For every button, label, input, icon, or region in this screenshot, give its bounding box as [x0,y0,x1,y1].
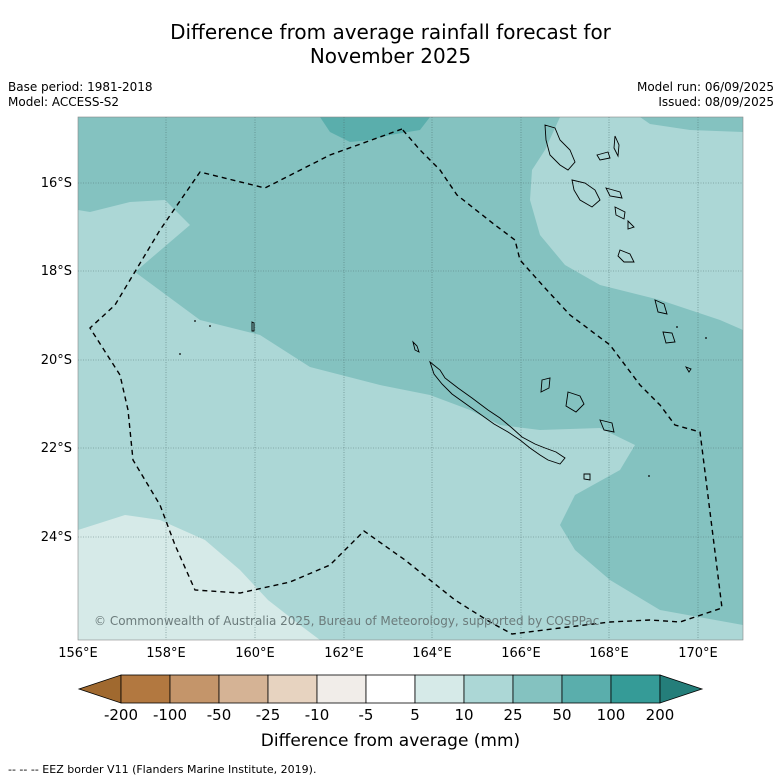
copyright-text: © Commonwealth of Australia 2025, Bureau… [94,614,600,628]
colorbar-label: 5 [410,706,420,724]
island [614,206,626,220]
island [565,391,585,413]
rain-band-50-100 [320,117,430,142]
colorbar-arrow-low [77,674,122,704]
colorbar-segment [267,674,318,704]
island [412,340,420,353]
metadata-right: Model run: 06/09/2025 Issued: 08/09/2025 [637,80,774,110]
vanuatu-espiritu-santo [544,124,576,171]
island [179,353,181,355]
colorbar-label: 50 [552,706,572,724]
island [194,320,196,322]
island [613,135,620,158]
island [605,187,623,199]
lon-label-160e: 160°E [235,646,275,661]
colorbar-segment [169,674,220,704]
new-caledonia-island [429,360,566,465]
island [209,325,211,327]
colorbar-segment [463,674,514,704]
metadata-left: Base period: 1981-2018 Model: ACCESS-S2 [8,80,153,110]
island [599,419,615,433]
colorbar-label: -50 [206,706,232,724]
colorbar-segment [316,674,367,704]
base-period: Base period: 1981-2018 [8,80,153,94]
colorbar-label: 100 [596,706,626,724]
colorbar-segment [365,674,416,704]
rain-band-10-25-northeast [530,117,743,330]
island [617,249,635,263]
lat-label-16s: 16°S [40,176,72,191]
colorbar-segment [414,674,465,704]
island [654,299,668,315]
island [540,377,551,393]
graticule [78,117,743,640]
colorbar-segment [512,674,563,704]
eez-footnote: -- -- -- EEZ border V11 (Flanders Marine… [8,763,317,776]
colorbar-label: -25 [255,706,281,724]
rain-band-25-50-northeast-strip [640,117,743,132]
island [676,326,678,328]
colorbar-label: -5 [358,706,374,724]
model-run: Model run: 06/09/2025 [636,80,774,94]
colorbar-segment [610,674,661,704]
colorbar-label: -100 [152,706,188,724]
lon-label-166e: 166°E [501,646,541,661]
model-name: Model: ACCESS-S2 [8,95,120,109]
rain-band-10-25-south [78,200,743,640]
colorbar-label: 25 [503,706,523,724]
island [627,219,635,230]
island [684,366,692,373]
lon-label-156e: 156°E [58,646,98,661]
colorbar-label: -10 [304,706,330,724]
title-line-2: November 2025 [309,44,472,68]
lat-label-18s: 18°S [40,264,72,279]
lat-label-22s: 22°S [40,441,72,456]
colorbar-arrow-high [659,674,704,704]
colorbar-segment [561,674,612,704]
colorbar-title: Difference from average (mm) [260,731,521,751]
lon-label-164e: 164°E [412,646,452,661]
chart-title: Difference from average rainfall forecas… [0,20,781,68]
island [251,321,255,332]
lon-label-168e: 168°E [589,646,629,661]
island [648,475,650,477]
lon-label-162e: 162°E [324,646,364,661]
colorbar-label: 200 [645,706,675,724]
title-line-1: Difference from average rainfall forecas… [170,20,611,44]
island [583,473,591,481]
lat-label-20s: 20°S [40,353,72,368]
lon-label-158e: 158°E [146,646,186,661]
colorbar-label: 10 [454,706,474,724]
lon-label-170e: 170°E [678,646,718,661]
rain-band-5-10 [78,515,320,640]
colorbar-segment [218,674,269,704]
map-frame [77,116,744,641]
colorbar-label: -200 [103,706,139,724]
issued-date: Issued: 08/09/2025 [658,95,774,109]
island [662,331,676,344]
lat-label-24s: 24°S [40,530,72,545]
colorbar-segment [120,674,171,704]
island [705,337,707,339]
island [596,151,611,161]
eez-border [89,128,723,635]
vanuatu-malekula [571,179,601,208]
